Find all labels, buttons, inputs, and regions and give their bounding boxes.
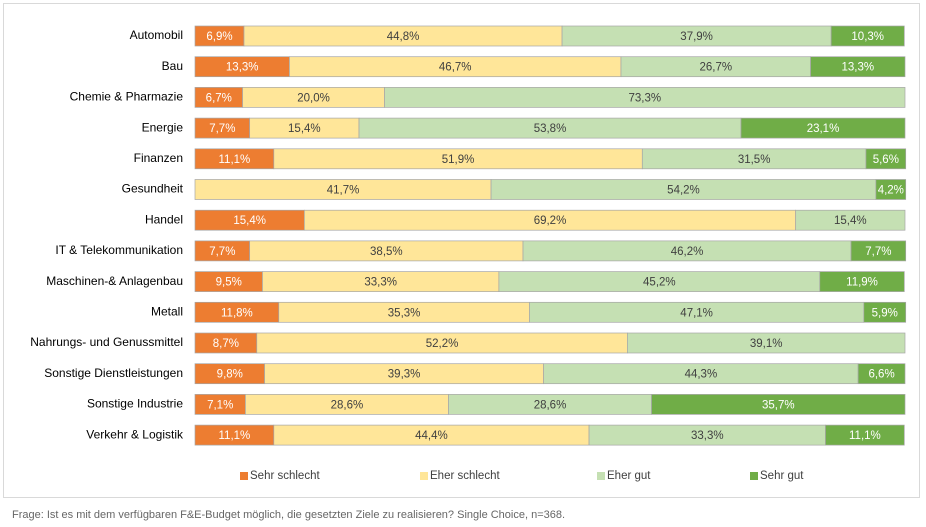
category-label: Verkehr & Logistik bbox=[86, 427, 184, 441]
value-label: 11,8% bbox=[221, 307, 253, 319]
value-label: 41,7% bbox=[327, 185, 360, 197]
value-label: 13,3% bbox=[841, 62, 874, 74]
value-label: 47,1% bbox=[680, 307, 713, 319]
bar-segment bbox=[795, 209, 906, 231]
category-label: Gesundheit bbox=[122, 182, 184, 196]
category-label: Handel bbox=[145, 212, 183, 226]
value-label: 5,9% bbox=[872, 307, 898, 319]
value-label: 26,7% bbox=[699, 62, 732, 74]
value-label: 15,4% bbox=[233, 215, 266, 227]
value-label: 28,6% bbox=[534, 399, 567, 411]
category-label: Energie bbox=[142, 120, 184, 134]
value-label: 11,1% bbox=[219, 154, 251, 166]
value-label: 46,2% bbox=[671, 246, 704, 258]
bar-segment bbox=[857, 363, 906, 385]
value-label: 15,4% bbox=[288, 123, 321, 135]
value-label: 44,4% bbox=[415, 430, 448, 442]
value-label: 44,3% bbox=[685, 369, 718, 381]
value-label: 33,3% bbox=[691, 430, 724, 442]
value-label: 39,1% bbox=[750, 338, 783, 350]
value-label: 4,2% bbox=[878, 185, 904, 197]
legend-swatch bbox=[597, 472, 605, 480]
bar-segment bbox=[830, 25, 905, 47]
category-label: Automobil bbox=[130, 28, 183, 42]
bar-segment bbox=[651, 394, 906, 415]
value-label: 23,1% bbox=[807, 123, 840, 135]
value-label: 9,5% bbox=[216, 277, 242, 289]
value-label: 37,9% bbox=[680, 31, 713, 43]
value-label: 11,1% bbox=[219, 430, 251, 442]
category-label: Chemie & Pharmazie bbox=[70, 90, 184, 104]
category-label: Nahrungs- und Genussmittel bbox=[30, 335, 183, 349]
value-label: 11,9% bbox=[846, 277, 878, 289]
value-label: 52,2% bbox=[426, 338, 459, 350]
value-label: 6,7% bbox=[206, 92, 232, 104]
value-label: 7,1% bbox=[207, 399, 233, 411]
category-label: Bau bbox=[162, 59, 183, 73]
bar-segment bbox=[865, 148, 907, 170]
legend-label: Eher gut bbox=[607, 470, 651, 482]
value-label: 54,2% bbox=[667, 185, 700, 197]
value-label: 6,6% bbox=[868, 369, 894, 381]
value-label: 51,9% bbox=[442, 154, 475, 166]
legend-label: Sehr gut bbox=[760, 470, 804, 482]
value-label: 20,0% bbox=[297, 92, 330, 104]
value-label: 7,7% bbox=[209, 246, 235, 258]
category-label: Finanzen bbox=[134, 151, 183, 165]
legend-label: Eher schlecht bbox=[430, 470, 500, 482]
value-label: 31,5% bbox=[738, 154, 771, 166]
value-label: 53,8% bbox=[534, 123, 567, 135]
bar-segment bbox=[825, 424, 905, 446]
bar-segment bbox=[740, 117, 906, 139]
value-label: 13,3% bbox=[226, 62, 259, 74]
value-label: 7,7% bbox=[865, 246, 891, 258]
bar-segment bbox=[819, 271, 905, 292]
chart-frame bbox=[3, 3, 920, 498]
value-label: 8,7% bbox=[213, 338, 239, 350]
value-label: 38,5% bbox=[370, 246, 403, 258]
value-label: 9,8% bbox=[217, 369, 243, 381]
value-label: 69,2% bbox=[534, 215, 567, 227]
value-label: 11,1% bbox=[849, 430, 881, 442]
category-label: Sonstige Industrie bbox=[87, 397, 183, 411]
category-label: Metall bbox=[151, 304, 183, 318]
bar-segment bbox=[850, 240, 907, 262]
category-label: Maschinen-& Anlagenbau bbox=[46, 274, 183, 288]
bar-segment bbox=[875, 179, 907, 200]
value-label: 10,3% bbox=[851, 31, 884, 43]
value-label: 73,3% bbox=[628, 92, 661, 104]
value-label: 35,7% bbox=[762, 399, 795, 411]
value-label: 7,7% bbox=[209, 123, 235, 135]
value-label: 39,3% bbox=[388, 369, 421, 381]
value-label: 35,3% bbox=[388, 307, 421, 319]
value-label: 28,6% bbox=[331, 399, 364, 411]
legend-label: Sehr schlecht bbox=[250, 470, 320, 482]
legend-swatch bbox=[240, 472, 248, 480]
bar-segment bbox=[810, 56, 906, 78]
bar-segment bbox=[627, 332, 906, 354]
value-label: 44,8% bbox=[387, 31, 420, 43]
legend-swatch bbox=[750, 472, 758, 480]
legend-swatch bbox=[420, 472, 428, 480]
footnote: Frage: Ist es mit dem verfügbaren F&E-Bu… bbox=[12, 509, 565, 521]
category-label: IT & Telekommunikation bbox=[55, 243, 183, 257]
bar-segment bbox=[863, 301, 907, 323]
value-label: 15,4% bbox=[834, 215, 867, 227]
bar-segment bbox=[384, 87, 906, 108]
value-label: 46,7% bbox=[439, 62, 472, 74]
value-label: 33,3% bbox=[364, 277, 397, 289]
category-label: Sonstige Dienstleistungen bbox=[44, 366, 183, 380]
value-label: 6,9% bbox=[206, 31, 232, 43]
value-label: 45,2% bbox=[643, 277, 676, 289]
value-label: 5,6% bbox=[873, 154, 899, 166]
